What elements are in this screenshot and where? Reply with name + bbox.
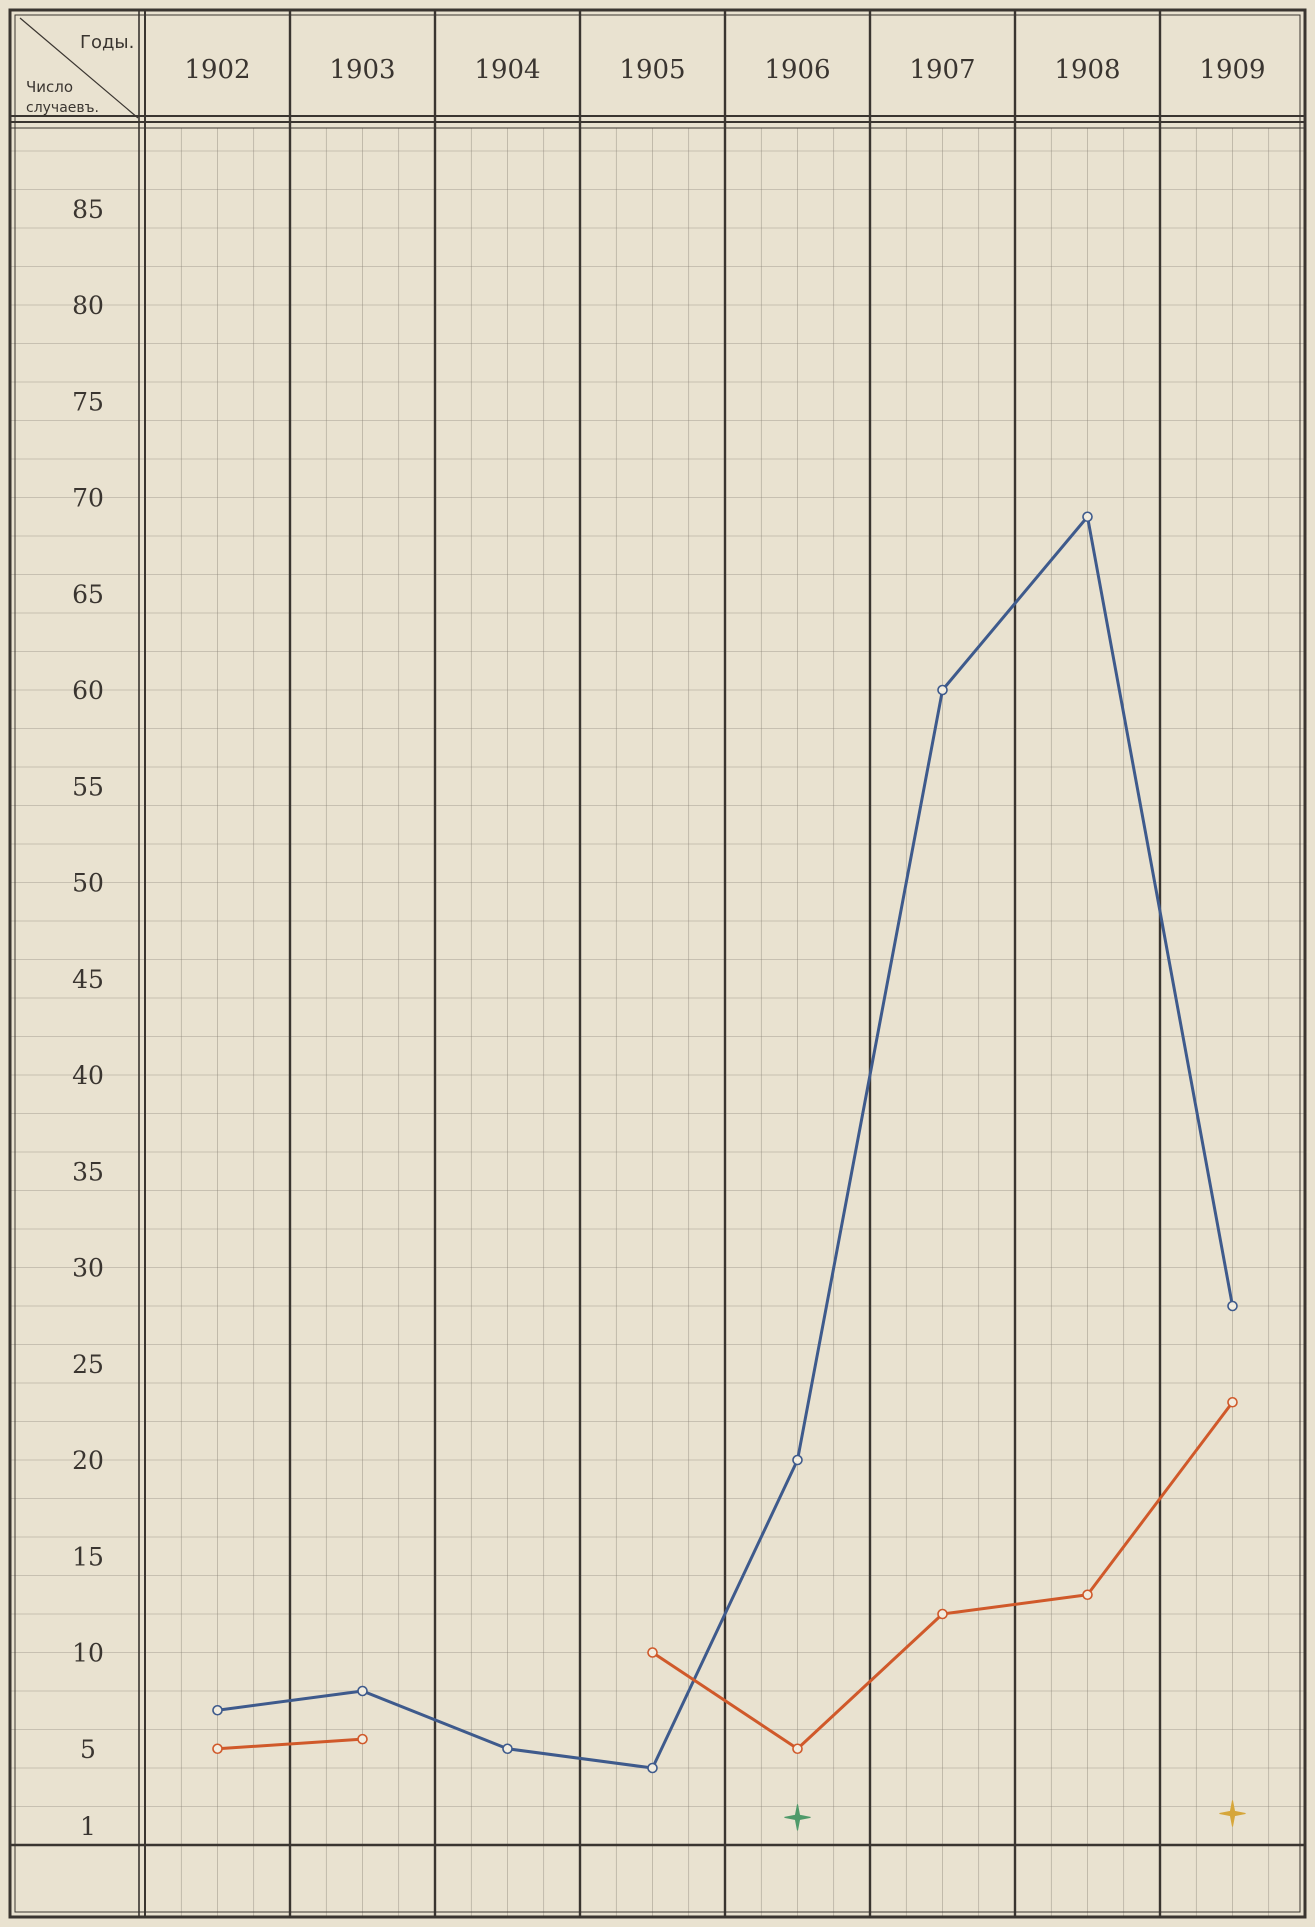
y-tick-label-45: 45 <box>72 965 104 994</box>
y-tick-label-80: 80 <box>72 291 104 320</box>
y-tick-label-20: 20 <box>72 1446 104 1475</box>
chart-frame <box>8 8 1307 1919</box>
series-2-point-1905 <box>647 1647 658 1658</box>
series-1-point-1909 <box>1227 1300 1238 1312</box>
y-tick-label-55: 55 <box>72 772 104 801</box>
count-header-label-line1: Число <box>26 78 73 96</box>
y-tick-label-5: 5 <box>80 1735 96 1764</box>
y-tick-label-1: 1 <box>80 1812 96 1841</box>
years-header-label: Годы. <box>80 32 134 53</box>
series-1-point-1905 <box>647 1762 658 1774</box>
year-label-1908: 1908 <box>1054 55 1120 85</box>
year-label-1909: 1909 <box>1199 55 1265 85</box>
year-label-1907: 1907 <box>909 55 975 85</box>
y-tick-label-10: 10 <box>72 1639 104 1668</box>
series-1-point-1907 <box>937 684 948 696</box>
series-2-line-segment-1 <box>217 1737 363 1751</box>
y-tick-label-50: 50 <box>72 869 104 898</box>
y-tick-label-30: 30 <box>72 1254 104 1283</box>
y-tick-label-25: 25 <box>72 1350 104 1379</box>
series-2-point-1908 <box>1082 1589 1093 1601</box>
series-1-point-1908 <box>1082 511 1093 523</box>
year-label-1906: 1906 <box>764 55 830 85</box>
major-grid <box>10 10 1305 1917</box>
y-tick-label-40: 40 <box>72 1061 104 1090</box>
y-tick-label-60: 60 <box>72 676 104 705</box>
series-1-point-1904 <box>502 1743 513 1755</box>
year-label-1903: 1903 <box>329 55 395 85</box>
y-tick-label-35: 35 <box>72 1157 104 1186</box>
year-label-1905: 1905 <box>619 55 685 85</box>
series-2-point-1902 <box>212 1743 223 1755</box>
year-label-1902: 1902 <box>184 55 250 85</box>
special-markers <box>784 1800 1246 1831</box>
series-1-line-segment-1 <box>217 515 1234 1770</box>
marker-star-1909 <box>1219 1800 1246 1827</box>
series-1-point-1906 <box>792 1454 803 1466</box>
y-tick-label-70: 70 <box>72 484 104 513</box>
y-tick-label-15: 15 <box>72 1542 104 1571</box>
series-1-point-1903 <box>357 1685 368 1697</box>
series-points <box>212 511 1238 1774</box>
series-2-point-1909 <box>1227 1396 1238 1408</box>
series-1-point-1902 <box>212 1704 223 1716</box>
count-header-label-line2: случаевъ. <box>26 100 99 116</box>
series-2-point-1903 <box>357 1733 368 1745</box>
y-tick-label-65: 65 <box>72 580 104 609</box>
header-corner-cell: Годы. Число случаевъ. <box>19 17 139 119</box>
series-2-point-1906 <box>792 1743 803 1755</box>
year-labels: 1902 1903 1904 1905 1906 1907 1908 1909 <box>184 55 1265 85</box>
y-tick-label-85: 85 <box>72 195 104 224</box>
minor-grid <box>10 128 1305 1917</box>
year-label-1904: 1904 <box>474 55 540 85</box>
marker-star-1906 <box>784 1804 811 1831</box>
y-tick-label-75: 75 <box>72 387 104 416</box>
series-2-point-1907 <box>937 1608 948 1620</box>
